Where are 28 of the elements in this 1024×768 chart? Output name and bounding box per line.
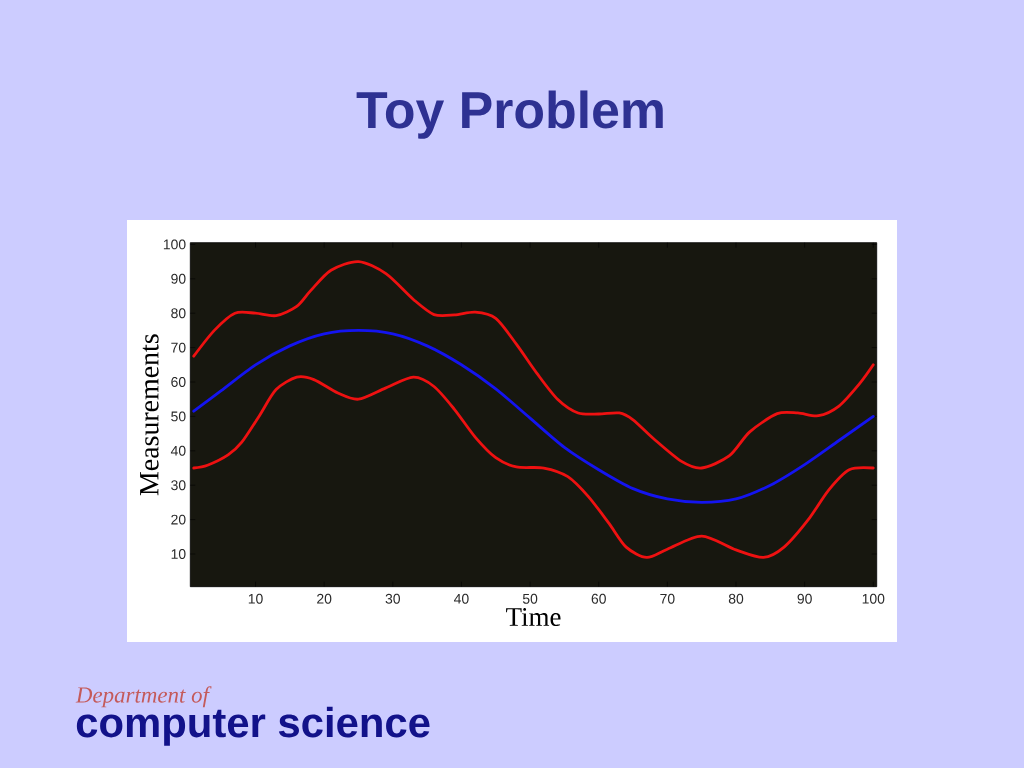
x-tick-label: 40 (453, 593, 469, 604)
x-tick-label: 100 (862, 593, 885, 604)
y-tick-label: 20 (171, 514, 186, 525)
x-tick-label: 50 (522, 593, 538, 604)
x-tick-label: 30 (385, 593, 401, 604)
chart-title: Toy Problem (356, 90, 663, 139)
line-series (192, 329, 875, 504)
x-tick-label: 20 (317, 593, 332, 604)
y-axis-title: Measurements (140, 334, 159, 496)
line-series (192, 260, 875, 470)
y-tick-label: 40 (170, 445, 186, 456)
y-tick-label: 30 (171, 480, 186, 491)
x-tick-label: 80 (728, 593, 744, 604)
line-series (192, 375, 875, 559)
x-axis-title: Time (506, 607, 561, 627)
y-tick-label: 100 (163, 239, 186, 250)
y-tick-label: 50 (171, 411, 186, 422)
y-tick-label: 10 (171, 549, 186, 559)
x-tick-label: 90 (797, 593, 812, 604)
x-tick-label: 60 (591, 593, 606, 604)
x-tick-label: 70 (660, 593, 675, 604)
y-tick-label: 70 (171, 342, 186, 353)
x-tick-label: 10 (248, 593, 263, 604)
y-tick-label: 60 (171, 377, 186, 387)
y-tick-label: 90 (171, 273, 186, 284)
text: computer science (76, 706, 430, 746)
text: Department of (75, 686, 212, 708)
y-tick-label: 80 (171, 308, 186, 319)
